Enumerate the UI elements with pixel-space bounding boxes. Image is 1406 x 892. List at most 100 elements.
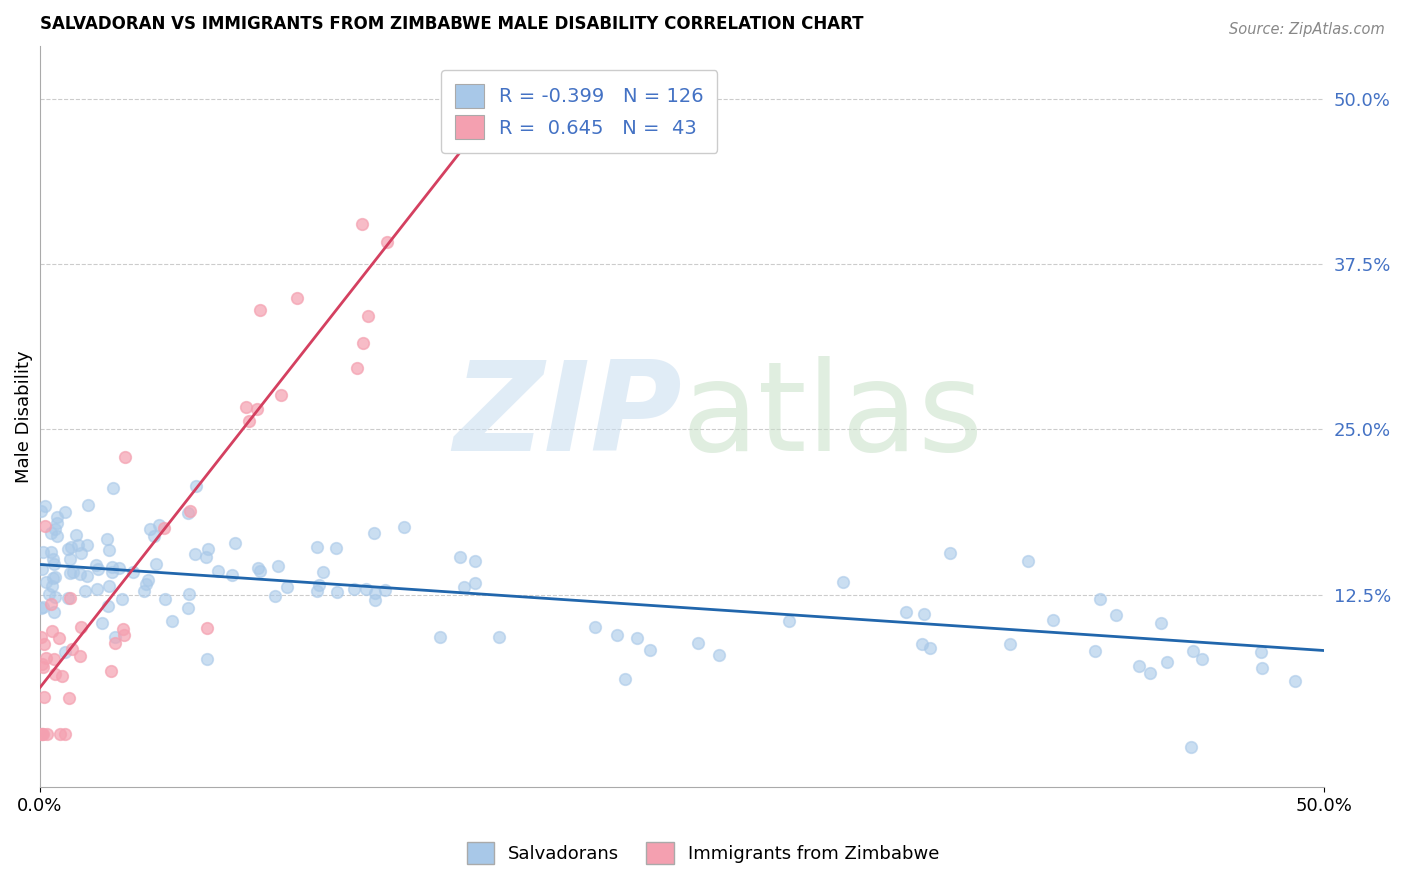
Y-axis label: Male Disability: Male Disability [15, 350, 32, 483]
Point [1251, 661, 1274, 675]
Point [352, 335, 374, 350]
Point [100, 664, 122, 678]
Point [59, 591, 82, 605]
Point [38, 587, 60, 601]
Point [34, 519, 56, 533]
Point [53, 505, 76, 519]
Point [238, 414, 260, 428]
Point [56, 542, 79, 557]
Point [1090, 591, 1112, 606]
Point [626, 632, 648, 646]
Point [152, 521, 174, 535]
Point [65, 528, 87, 542]
Point [778, 614, 800, 628]
Point [364, 592, 387, 607]
Point [75, 583, 97, 598]
Point [325, 541, 347, 555]
Point [32, 690, 55, 705]
Point [1150, 615, 1173, 630]
Point [179, 504, 201, 518]
Point [107, 561, 129, 575]
Point [87, 562, 110, 576]
Point [197, 541, 219, 556]
Point [1284, 674, 1306, 689]
Point [46, 516, 69, 531]
Point [31, 727, 53, 741]
Point [912, 607, 935, 621]
Point [30, 727, 52, 741]
Point [114, 450, 136, 464]
Point [42, 552, 65, 566]
Point [195, 550, 218, 565]
Point [276, 580, 298, 594]
Point [44, 605, 66, 619]
Point [104, 636, 127, 650]
Point [176, 601, 198, 615]
Point [67, 539, 90, 553]
Point [101, 566, 124, 580]
Point [343, 582, 366, 596]
Point [429, 630, 451, 644]
Point [1105, 608, 1128, 623]
Point [70, 546, 93, 560]
Point [41, 624, 63, 638]
Point [60, 641, 83, 656]
Point [1042, 614, 1064, 628]
Point [613, 672, 636, 686]
Point [30, 600, 52, 615]
Point [307, 541, 329, 555]
Point [34, 499, 56, 513]
Point [246, 402, 269, 417]
Point [42, 557, 65, 571]
Point [96, 532, 118, 546]
Point [1182, 644, 1205, 658]
Point [35, 727, 58, 741]
Point [938, 545, 960, 559]
Point [160, 614, 183, 628]
Point [112, 628, 135, 642]
Point [32, 660, 55, 674]
Point [46, 529, 69, 543]
Point [41, 579, 63, 593]
Point [263, 589, 285, 603]
Point [249, 565, 271, 579]
Point [42, 571, 65, 585]
Point [51, 669, 73, 683]
Point [374, 582, 396, 597]
Point [1250, 645, 1272, 659]
Point [76, 569, 98, 583]
Point [326, 585, 349, 599]
Point [453, 580, 475, 594]
Point [247, 561, 270, 575]
Point [285, 291, 308, 305]
Point [139, 522, 162, 536]
Point [1128, 659, 1150, 673]
Point [686, 636, 709, 650]
Point [32, 599, 55, 614]
Point [32, 637, 55, 651]
Point [31, 562, 53, 576]
Text: atlas: atlas [682, 356, 984, 476]
Point [184, 478, 207, 492]
Text: ZIP: ZIP [453, 356, 682, 476]
Point [46, 509, 69, 524]
Point [464, 576, 486, 591]
Point [356, 582, 378, 597]
Point [143, 529, 166, 543]
Point [270, 387, 292, 401]
Point [56, 591, 79, 605]
Point [363, 586, 385, 600]
Point [135, 576, 157, 591]
Point [35, 574, 58, 589]
Legend: Salvadorans, Immigrants from Zimbabwe: Salvadorans, Immigrants from Zimbabwe [453, 828, 953, 879]
Point [98, 579, 121, 593]
Point [97, 599, 120, 613]
Point [392, 520, 415, 534]
Point [90, 615, 112, 630]
Point [111, 592, 134, 607]
Point [44, 522, 66, 536]
Point [249, 303, 271, 318]
Text: SALVADORAN VS IMMIGRANTS FROM ZIMBABWE MALE DISABILITY CORRELATION CHART: SALVADORAN VS IMMIGRANTS FROM ZIMBABWE M… [39, 15, 863, 33]
Point [104, 631, 127, 645]
Point [132, 584, 155, 599]
